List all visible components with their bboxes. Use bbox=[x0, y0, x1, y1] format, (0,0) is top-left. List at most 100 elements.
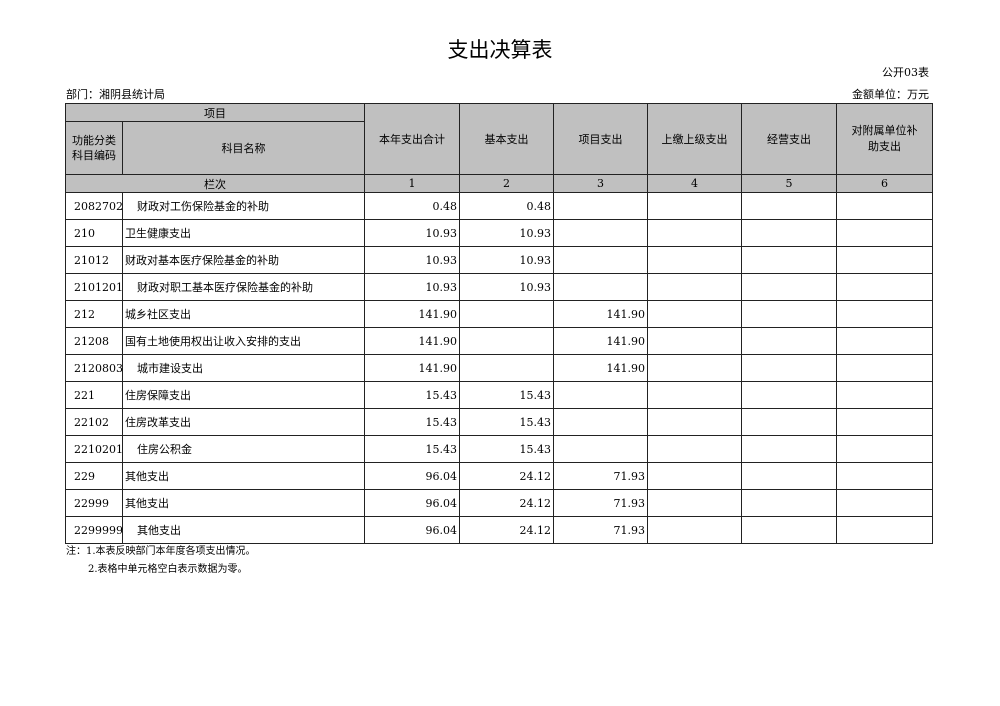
cell-value bbox=[741, 489, 837, 517]
table-row: 21208 国有土地使用权出让收入安排的支出 141.90 141.90 bbox=[65, 327, 933, 355]
cell-name: 国有土地使用权出让收入安排的支出 bbox=[122, 327, 365, 355]
cell-value bbox=[741, 219, 837, 247]
cell-value bbox=[741, 192, 837, 220]
cell-value bbox=[553, 192, 648, 220]
cell-name: 住房保障支出 bbox=[122, 381, 365, 409]
cell-value: 0.48 bbox=[459, 192, 554, 220]
cell-value bbox=[836, 273, 933, 301]
cell-code: 212 bbox=[65, 300, 123, 328]
cell-value: 141.90 bbox=[364, 354, 460, 382]
cell-code: 21012 bbox=[65, 246, 123, 274]
cell-value bbox=[836, 489, 933, 517]
col-index: 1 bbox=[364, 174, 460, 193]
cell-value bbox=[647, 516, 742, 544]
cell-value: 71.93 bbox=[553, 462, 648, 490]
cell-value: 15.43 bbox=[459, 381, 554, 409]
cell-value: 10.93 bbox=[364, 273, 460, 301]
cell-value bbox=[836, 462, 933, 490]
cell-code: 229 bbox=[65, 462, 123, 490]
cell-value: 141.90 bbox=[553, 300, 648, 328]
cell-value: 15.43 bbox=[459, 408, 554, 436]
cell-value bbox=[836, 408, 933, 436]
cell-value bbox=[647, 273, 742, 301]
cell-value bbox=[836, 354, 933, 382]
table-row: 22102 住房改革支出 15.43 15.43 bbox=[65, 408, 933, 436]
cell-value bbox=[459, 354, 554, 382]
cell-value bbox=[647, 327, 742, 355]
cell-value bbox=[741, 462, 837, 490]
cell-value bbox=[741, 327, 837, 355]
cell-name: 财政对基本医疗保险基金的补助 bbox=[122, 246, 365, 274]
cell-value: 141.90 bbox=[364, 327, 460, 355]
cell-code: 2299999 bbox=[65, 516, 123, 544]
cell-value bbox=[836, 300, 933, 328]
cell-value: 96.04 bbox=[364, 516, 460, 544]
cell-value: 15.43 bbox=[364, 408, 460, 436]
department-label: 部门：湘阴县统计局 bbox=[66, 88, 165, 101]
cell-value: 141.90 bbox=[364, 300, 460, 328]
cell-value bbox=[836, 381, 933, 409]
note-2: 2.表格中单元格空白表示数据为零。 bbox=[88, 564, 248, 575]
table-row: 229 其他支出 96.04 24.12 71.93 bbox=[65, 462, 933, 490]
cell-name: 财政对职工基本医疗保险基金的补助 bbox=[122, 273, 365, 301]
note-1: 注：1.本表反映部门本年度各项支出情况。 bbox=[66, 546, 256, 557]
header-project-exp: 项目支出 bbox=[553, 103, 648, 175]
table-row: 2082702 财政对工伤保险基金的补助 0.48 0.48 bbox=[65, 192, 933, 220]
cell-name: 城市建设支出 bbox=[122, 354, 365, 382]
cell-value bbox=[836, 219, 933, 247]
header-remit: 上缴上级支出 bbox=[647, 103, 742, 175]
cell-value bbox=[647, 435, 742, 463]
cell-value bbox=[553, 219, 648, 247]
cell-value: 10.93 bbox=[459, 246, 554, 274]
cell-name: 财政对工伤保险基金的补助 bbox=[122, 192, 365, 220]
cell-value bbox=[647, 381, 742, 409]
form-number: 公开03表 bbox=[882, 66, 929, 79]
cell-value: 10.93 bbox=[459, 273, 554, 301]
cell-value bbox=[553, 273, 648, 301]
cell-value bbox=[553, 381, 648, 409]
cell-value bbox=[553, 246, 648, 274]
cell-value bbox=[459, 327, 554, 355]
header-basic: 基本支出 bbox=[459, 103, 554, 175]
col-index: 5 bbox=[741, 174, 837, 193]
cell-value: 15.43 bbox=[364, 435, 460, 463]
cell-code: 22999 bbox=[65, 489, 123, 517]
cell-value: 71.93 bbox=[553, 516, 648, 544]
header-operating: 经营支出 bbox=[741, 103, 837, 175]
table-row: 2299999 其他支出 96.04 24.12 71.93 bbox=[65, 516, 933, 544]
cell-value bbox=[836, 516, 933, 544]
header-name: 科目名称 bbox=[122, 121, 365, 175]
col-index: 6 bbox=[836, 174, 933, 193]
cell-name: 卫生健康支出 bbox=[122, 219, 365, 247]
expenditure-table: 项目 本年支出合计 基本支出 项目支出 上缴上级支出 经营支出 对附属单位补 助… bbox=[65, 103, 933, 544]
cell-value bbox=[647, 246, 742, 274]
cell-value: 10.93 bbox=[364, 219, 460, 247]
notes: 注：1.本表反映部门本年度各项支出情况。 2.表格中单元格空白表示数据为零。 bbox=[66, 543, 256, 579]
col-index: 4 bbox=[647, 174, 742, 193]
cell-code: 21208 bbox=[65, 327, 123, 355]
cell-name: 城乡社区支出 bbox=[122, 300, 365, 328]
cell-value bbox=[741, 516, 837, 544]
cell-value: 10.93 bbox=[364, 246, 460, 274]
cell-value bbox=[647, 300, 742, 328]
cell-value bbox=[741, 273, 837, 301]
cell-value bbox=[553, 435, 648, 463]
cell-value bbox=[647, 354, 742, 382]
cell-value bbox=[741, 381, 837, 409]
table-row: 2101201 财政对职工基本医疗保险基金的补助 10.93 10.93 bbox=[65, 273, 933, 301]
header-subsidy: 对附属单位补 助支出 bbox=[836, 103, 933, 175]
cell-value: 71.93 bbox=[553, 489, 648, 517]
cell-value bbox=[741, 435, 837, 463]
cell-value bbox=[647, 192, 742, 220]
cell-name: 住房改革支出 bbox=[122, 408, 365, 436]
cell-name: 其他支出 bbox=[122, 516, 365, 544]
cell-code: 2082702 bbox=[65, 192, 123, 220]
cell-value: 141.90 bbox=[553, 327, 648, 355]
cell-name: 其他支出 bbox=[122, 489, 365, 517]
cell-name: 其他支出 bbox=[122, 462, 365, 490]
cell-code: 2101201 bbox=[65, 273, 123, 301]
cell-value: 10.93 bbox=[459, 219, 554, 247]
cell-value: 15.43 bbox=[459, 435, 554, 463]
page-title: 支出决算表 bbox=[447, 38, 553, 62]
header-project: 项目 bbox=[65, 103, 365, 122]
